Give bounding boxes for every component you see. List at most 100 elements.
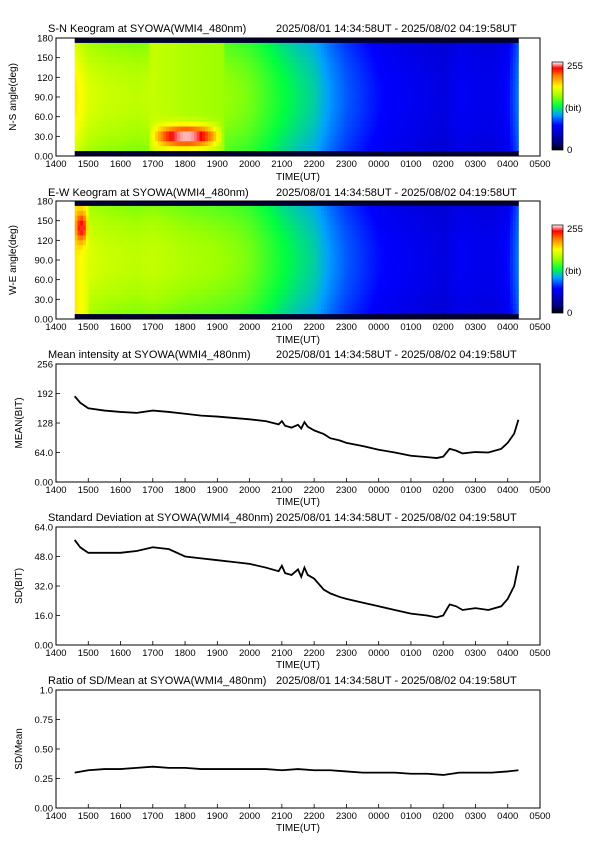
keogram-cell (144, 284, 148, 290)
keogram-cell (263, 126, 267, 132)
keogram-cell (232, 57, 236, 63)
keogram-cell (329, 121, 333, 127)
keogram-cell (363, 116, 367, 122)
keogram-cell (191, 245, 195, 251)
keogram-cell (96, 146, 101, 152)
keogram-cell (462, 106, 467, 113)
keogram-cell (185, 294, 189, 300)
keogram-cell (77, 106, 81, 113)
keogram-cell (443, 106, 447, 113)
keogram-cell (205, 97, 209, 103)
keogram-cell (498, 141, 503, 147)
keogram-cell (94, 230, 98, 236)
keogram-cell (510, 38, 514, 44)
keogram-cell (91, 215, 95, 222)
keogram-cell (113, 201, 117, 207)
keogram-cell (376, 47, 381, 54)
keogram-cell (160, 264, 164, 271)
keogram-cell (127, 289, 131, 295)
keogram-cell (207, 57, 211, 63)
keogram-cell (324, 146, 328, 152)
keogram-cell (413, 136, 417, 142)
keogram-cell (457, 126, 461, 132)
keogram-cell (83, 77, 87, 83)
keogram-cell (437, 38, 442, 44)
keogram-cell (313, 97, 317, 103)
keogram-cell (324, 151, 328, 157)
keogram-cell (352, 121, 356, 127)
keogram-cell (171, 289, 175, 295)
keogram-cell (482, 116, 486, 122)
keogram-cell (296, 141, 300, 147)
keogram-cell (343, 72, 347, 78)
keogram-cell (116, 92, 120, 98)
keogram-cell (152, 67, 156, 73)
keogram-cell (374, 38, 378, 44)
keogram-cell (421, 97, 425, 103)
keogram-cell (310, 82, 314, 88)
keogram-cell (388, 52, 392, 59)
keogram-cell (166, 126, 170, 132)
keogram-cell (218, 72, 223, 78)
keogram-cell (260, 42, 264, 49)
keogram-cell (246, 62, 250, 68)
y-tick-label: 120 (37, 73, 53, 84)
keogram-cell (385, 111, 389, 118)
keogram-cell (496, 97, 500, 103)
keogram-cell (91, 87, 95, 93)
keogram-cell (335, 38, 339, 44)
keogram-cell (205, 106, 209, 113)
keogram-cell (460, 87, 464, 93)
keogram-cell (435, 47, 439, 54)
keogram-cell (74, 245, 78, 251)
keogram-cell (127, 146, 131, 152)
keogram-cell (493, 38, 497, 44)
keogram-cell (271, 151, 275, 157)
keogram-cell (230, 47, 234, 54)
keogram-cell (83, 111, 87, 118)
keogram-cell (304, 38, 309, 44)
keogram-cell (121, 284, 126, 290)
keogram-cell (224, 97, 228, 103)
keogram-cell (335, 121, 339, 127)
keogram-cell (241, 146, 245, 152)
keogram-cell (132, 279, 137, 285)
keogram-cell (498, 126, 503, 132)
keogram-cell (141, 136, 145, 142)
keogram-cell (343, 82, 347, 88)
keogram-cell (388, 106, 392, 113)
keogram-cell (160, 215, 164, 222)
keogram-cell (168, 299, 173, 305)
keogram-cell (196, 52, 200, 59)
keogram-cell (210, 141, 214, 147)
keogram-cell (360, 82, 364, 88)
keogram-cell (504, 38, 508, 44)
keogram-cell (413, 151, 417, 157)
keogram-cell (96, 201, 101, 207)
keogram-cell (99, 260, 103, 266)
keogram-cell (199, 269, 203, 276)
keogram-cell (246, 111, 250, 118)
keogram-cell (343, 77, 347, 83)
keogram-cell (121, 245, 126, 251)
keogram-cell (155, 77, 159, 83)
keogram-cell (177, 62, 181, 68)
keogram-cell (77, 116, 81, 122)
keogram-cell (144, 260, 148, 266)
keogram-cell (268, 97, 272, 103)
keogram-cell (385, 106, 389, 113)
keogram-cell (515, 87, 519, 93)
keogram-cell (105, 230, 109, 236)
keogram-cell (363, 57, 367, 63)
keogram-cell (102, 146, 106, 152)
keogram-cell (418, 38, 422, 44)
keogram-cell (346, 42, 350, 49)
keogram-cell (363, 38, 367, 44)
keogram-cell (429, 146, 433, 152)
keogram-cell (249, 101, 253, 108)
keogram-cell (163, 260, 167, 266)
keogram-cell (271, 87, 275, 93)
keogram-cell (191, 220, 195, 226)
keogram-cell (77, 230, 81, 236)
keogram-cell (352, 136, 356, 142)
